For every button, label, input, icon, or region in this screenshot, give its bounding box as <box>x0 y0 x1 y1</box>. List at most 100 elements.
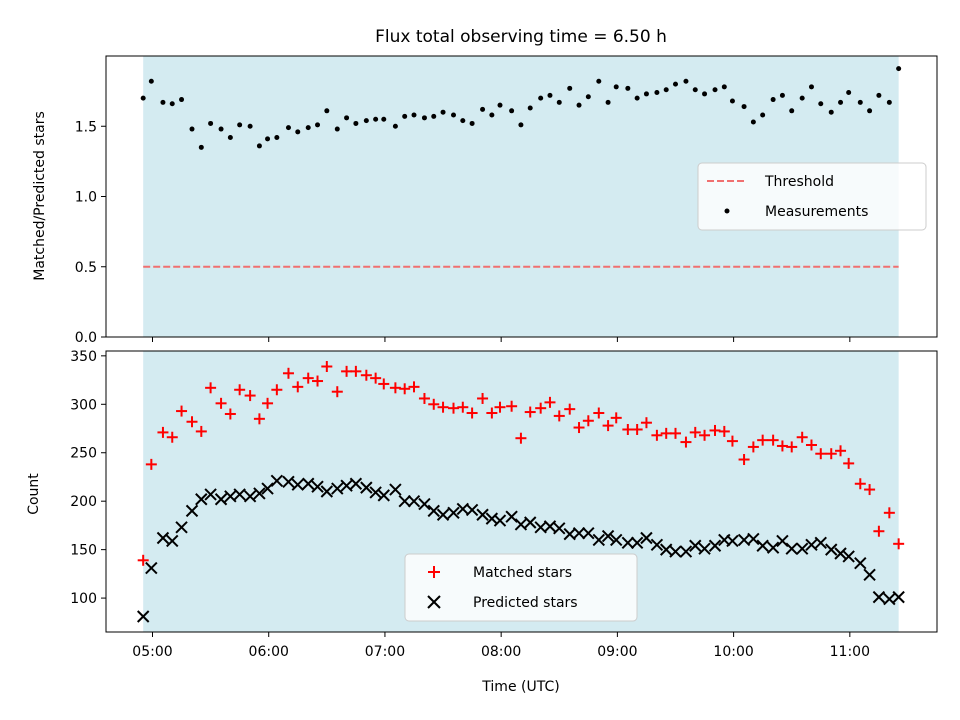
bottom-predicted-point <box>214 493 228 506</box>
top-measurement-point <box>440 109 446 115</box>
bottom-matched-point <box>137 554 149 566</box>
bottom-x-tick-label: 10:00 <box>713 644 753 660</box>
bottom-matched-point <box>166 431 178 443</box>
bottom-predicted-point <box>476 508 489 521</box>
bottom-predicted-point <box>136 610 150 623</box>
bottom-matched-point <box>864 484 876 496</box>
bottom-matched-point <box>815 448 827 460</box>
bottom-predicted-point <box>505 510 518 523</box>
top-measurement-point <box>672 81 678 87</box>
bottom-matched-point <box>457 401 469 413</box>
bottom-legend-box <box>404 553 638 622</box>
top-measurement-point <box>779 92 785 98</box>
bottom-matched-point <box>631 423 643 435</box>
bottom-predicted-point <box>270 474 284 488</box>
bottom-matched-point <box>331 386 343 398</box>
bottom-predicted-point <box>854 556 867 570</box>
bottom-predicted-point <box>340 479 353 492</box>
bottom-predicted-point <box>892 590 905 604</box>
top-measurement-point <box>431 113 437 119</box>
top-measurement-point <box>867 108 873 114</box>
bottom-matched-point <box>428 398 440 410</box>
top-measurement-point <box>218 126 224 132</box>
top-measurement-point <box>818 101 824 107</box>
top-measurement-point <box>576 102 582 108</box>
bottom-axes-frame <box>105 350 938 633</box>
top-measurement-point <box>654 90 660 96</box>
bottom-predicted-point <box>640 531 653 545</box>
top-measurement-point <box>334 126 340 132</box>
bottom-predicted-point <box>389 483 402 496</box>
bottom-series-1 <box>136 474 905 623</box>
top-legend: Threshold Measurements <box>697 162 927 231</box>
bottom-predicted-point <box>601 529 615 543</box>
legend-matched-marker <box>428 566 440 578</box>
bottom-predicted-point <box>669 545 682 558</box>
top-measurement-point <box>411 112 417 118</box>
bottom-matched-point <box>660 427 672 439</box>
bottom-predicted-point <box>553 522 566 535</box>
bottom-matched-point <box>176 405 188 417</box>
top-measurement-point <box>489 112 495 118</box>
bottom-matched-point <box>610 412 622 424</box>
bottom-y-axis-title: Count <box>26 473 42 515</box>
bottom-predicted-point <box>708 539 722 552</box>
bottom-matched-point <box>718 425 730 437</box>
bottom-matched-point <box>145 458 157 470</box>
bottom-matched-point <box>582 415 594 427</box>
bottom-matched-point <box>553 410 565 422</box>
top-measurement-point <box>247 123 253 129</box>
bottom-matched-point <box>776 440 788 452</box>
top-measurement-point <box>469 120 475 126</box>
top-measurement-point <box>828 109 834 115</box>
top-series-0 <box>140 66 902 150</box>
top-measurement-point <box>344 115 350 121</box>
bottom-predicted-point <box>543 520 557 533</box>
top-measurement-point <box>538 95 544 101</box>
bottom-predicted-point <box>872 590 886 604</box>
top-measurement-point <box>497 102 503 108</box>
bottom-matched-point <box>215 397 227 409</box>
bottom-y-tick-label: 100 <box>70 591 97 607</box>
bottom-predicted-point <box>842 550 855 563</box>
bottom-predicted-point <box>156 531 170 545</box>
bottom-predicted-point <box>398 494 411 508</box>
legend-matched-label: Matched stars <box>473 565 572 581</box>
bottom-predicted-point <box>243 490 257 503</box>
top-measurement-point <box>140 95 146 101</box>
bottom-predicted-point <box>224 490 237 503</box>
bottom-predicted-point <box>621 536 635 550</box>
bottom-predicted-point <box>766 541 780 554</box>
bottom-predicted-point <box>175 521 188 534</box>
bottom-predicted-point <box>282 475 295 489</box>
bottom-matched-point <box>466 407 478 419</box>
bottom-matched-point <box>477 392 489 404</box>
bottom-predicted-point <box>253 487 266 500</box>
bottom-y-tick-label: 200 <box>70 494 97 510</box>
bottom-matched-point <box>378 378 390 390</box>
top-measurement-point <box>741 104 747 110</box>
bottom-predicted-point <box>493 514 507 527</box>
bottom-matched-point <box>622 423 634 435</box>
top-measurement-point <box>634 95 640 101</box>
top-y-tick-label: 0.5 <box>75 260 97 276</box>
bottom-predicted-point <box>582 526 595 540</box>
bottom-predicted-point <box>418 497 431 511</box>
bottom-matched-point <box>573 422 585 434</box>
bottom-matched-point <box>350 365 362 377</box>
legend-predicted-marker <box>427 595 441 609</box>
bottom-matched-point <box>282 367 294 379</box>
bottom-predicted-point <box>825 543 838 556</box>
bottom-matched-point <box>544 396 556 408</box>
bottom-predicted-point <box>650 538 664 552</box>
bottom-x-tick-label: 06:00 <box>249 644 289 660</box>
bottom-predicted-point <box>407 494 421 508</box>
bottom-predicted-point <box>465 503 479 517</box>
top-y-tick-label: 0.0 <box>75 330 97 346</box>
bottom-matched-point <box>796 431 808 443</box>
top-measurement-point <box>789 108 795 114</box>
bottom-matched-point <box>669 427 681 439</box>
bottom-matched-point <box>205 382 217 394</box>
bottom-matched-point <box>726 435 738 447</box>
bottom-predicted-point <box>185 504 199 518</box>
